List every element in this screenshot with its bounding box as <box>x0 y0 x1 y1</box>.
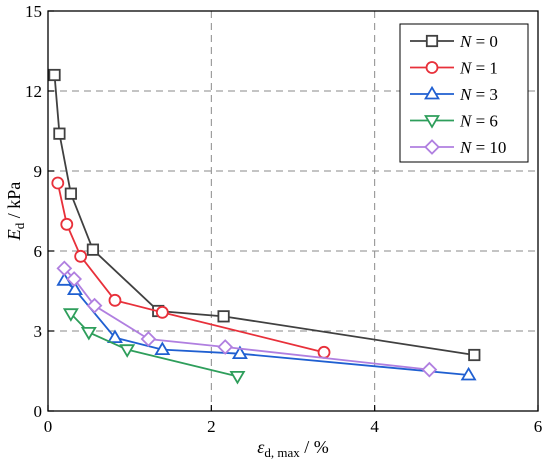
data-point <box>51 176 65 190</box>
x-tick-label: 6 <box>534 417 543 436</box>
x-tick-label: 0 <box>44 417 53 436</box>
y-tick-label: 12 <box>25 82 42 101</box>
x-axis-title: εd, max / % <box>257 437 328 460</box>
series-line <box>63 279 469 376</box>
legend-label: N = 1 <box>459 59 498 78</box>
series-3 <box>62 308 246 385</box>
data-point <box>421 361 438 378</box>
data-point <box>217 339 234 355</box>
data-point <box>317 345 331 359</box>
data-point <box>56 260 73 277</box>
y-tick-label: 0 <box>34 402 43 421</box>
legend-box <box>399 23 529 163</box>
series-4 <box>56 260 438 378</box>
data-point <box>60 217 74 231</box>
data-point <box>80 326 97 341</box>
x-tick-label: 2 <box>207 417 216 436</box>
series-layer <box>48 68 481 385</box>
data-point <box>53 127 66 140</box>
data-point <box>62 308 79 322</box>
data-point <box>86 297 103 314</box>
y-tick-label: 9 <box>34 162 43 181</box>
legend: N = 0 N = 1 N = 3 N = 6 N = 10 <box>399 23 529 163</box>
data-point <box>468 348 481 362</box>
series-1 <box>51 176 331 359</box>
y-tick-label: 6 <box>34 242 43 261</box>
data-point <box>119 344 136 358</box>
legend-marker <box>424 85 440 100</box>
data-point <box>217 310 230 323</box>
data-point <box>48 68 61 82</box>
data-point <box>74 249 88 263</box>
data-point <box>64 187 77 200</box>
data-point <box>231 345 248 360</box>
data-point <box>108 293 122 307</box>
legend-marker <box>424 115 440 129</box>
legend-label: N = 10 <box>459 138 506 157</box>
legend-marker <box>425 61 439 74</box>
data-point <box>66 281 83 296</box>
data-point <box>155 305 169 319</box>
axis-ticks: 0 2 4 6 0 3 6 9 12 15 <box>25 2 542 436</box>
y-axis-title: Ed / kPa <box>4 182 27 242</box>
y-tick-label: 15 <box>25 2 42 21</box>
legend-label: N = 6 <box>459 112 498 131</box>
y-tick-label: 3 <box>34 322 43 341</box>
series-line <box>56 182 325 354</box>
series-2 <box>56 272 477 381</box>
legend-marker <box>424 139 440 155</box>
x-tick-label: 4 <box>370 417 379 436</box>
data-point <box>154 341 171 356</box>
data-point <box>140 331 157 347</box>
data-point <box>86 243 100 256</box>
series-line <box>70 313 238 378</box>
data-point <box>229 370 246 385</box>
data-point <box>460 366 477 381</box>
legend-label: N = 0 <box>459 32 498 51</box>
plot-frame <box>47 10 539 412</box>
legend-label: N = 3 <box>459 85 498 104</box>
data-point <box>106 329 123 344</box>
legend-marker <box>425 34 439 48</box>
data-point <box>66 271 83 287</box>
